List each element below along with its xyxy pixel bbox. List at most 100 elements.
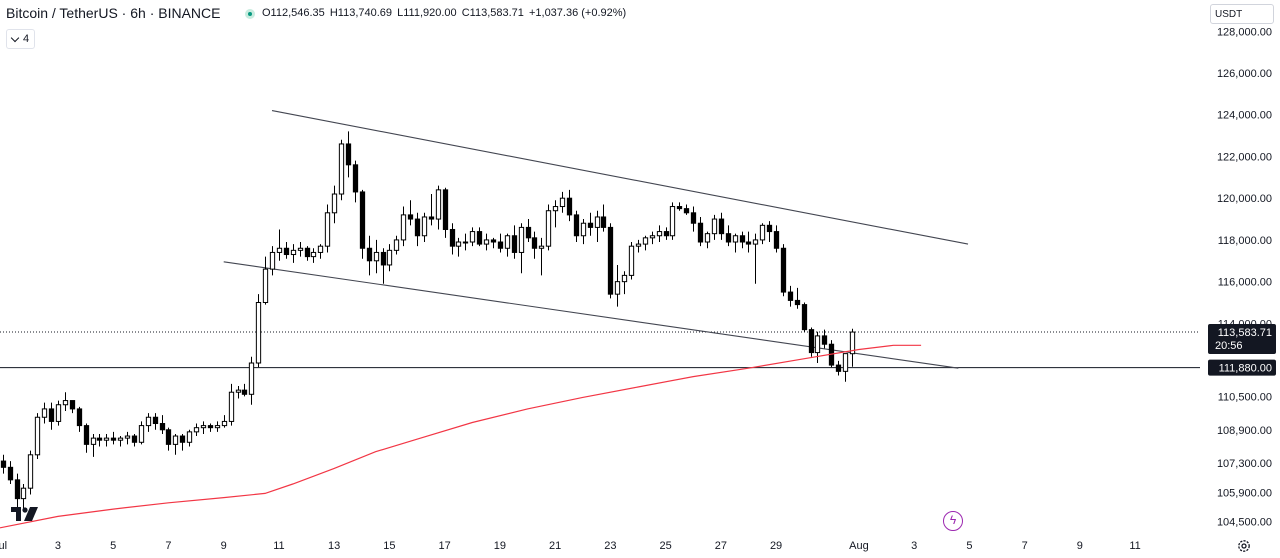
candle xyxy=(580,219,587,245)
candle xyxy=(407,200,414,226)
ohlc-high: H113,740.69 xyxy=(329,7,393,19)
candle xyxy=(787,285,794,307)
candle xyxy=(704,231,711,249)
candle xyxy=(90,433,97,457)
candle-body xyxy=(497,241,504,249)
candle xyxy=(110,431,117,445)
candle-body xyxy=(7,466,14,481)
candle xyxy=(656,225,663,243)
candle xyxy=(138,421,145,445)
y-tick-label: 120,000.00 xyxy=(1217,193,1272,205)
candle xyxy=(96,433,103,447)
candle xyxy=(324,204,331,253)
time-axis[interactable]: ul 3 5 7 9 11 13 15 17 19 21 23 25 27 29 Aug 3 5 7 9 11 xyxy=(0,540,1141,552)
candle xyxy=(663,227,670,240)
x-tick-label: 9 xyxy=(221,540,227,552)
candle-body xyxy=(808,329,815,354)
candle-body xyxy=(276,247,283,253)
candle xyxy=(200,421,207,434)
candle xyxy=(214,421,221,432)
candle-body xyxy=(117,437,124,441)
candle xyxy=(711,214,718,240)
trendlines[interactable] xyxy=(223,110,969,369)
candle-body xyxy=(207,425,214,429)
y-tick-label: 126,000.00 xyxy=(1217,68,1272,80)
candle-body xyxy=(801,304,808,331)
candle-body xyxy=(145,416,152,427)
candle xyxy=(435,185,442,230)
candle-body xyxy=(642,237,649,245)
candle xyxy=(600,204,607,232)
candle-body xyxy=(41,408,48,418)
candle xyxy=(41,402,48,424)
candle xyxy=(842,353,849,382)
candle xyxy=(821,329,828,349)
candle-body xyxy=(179,435,186,443)
tradingview-logo-icon[interactable] xyxy=(10,505,40,523)
candle-body xyxy=(566,197,573,216)
candle xyxy=(621,271,628,295)
candle-body xyxy=(511,235,518,253)
candle xyxy=(117,436,124,447)
y-tick-label: 124,000.00 xyxy=(1217,110,1272,122)
candle-body xyxy=(331,193,338,214)
candle xyxy=(455,237,462,257)
candle-body xyxy=(96,437,103,441)
symbol-title[interactable]: Bitcoin / TetherUS · 6h · BINANCE xyxy=(6,5,221,21)
candle xyxy=(794,287,801,309)
y-tick-label: 122,000.00 xyxy=(1217,151,1272,163)
x-tick-label: ul xyxy=(0,540,7,552)
gear-icon[interactable] xyxy=(1236,538,1252,554)
candle-body xyxy=(159,423,166,431)
candle-body xyxy=(504,235,511,249)
candle-body xyxy=(739,235,746,243)
y-tick-label: 104,500.00 xyxy=(1217,517,1272,529)
lightning-icon[interactable]: ϟ xyxy=(943,511,963,531)
candle-body xyxy=(676,206,683,210)
candle-body xyxy=(442,189,449,230)
candle xyxy=(55,400,62,426)
bar-countdown-label: 20:56 xyxy=(1215,340,1243,352)
candle-body xyxy=(269,251,276,270)
candle xyxy=(290,244,297,263)
candle-body xyxy=(152,416,159,425)
candle-body xyxy=(587,222,594,228)
y-tick-label: 107,300.00 xyxy=(1217,458,1272,470)
x-tick-label: 11 xyxy=(273,540,284,552)
candle-body xyxy=(552,206,559,212)
candle-body xyxy=(849,331,856,355)
candle xyxy=(172,433,179,455)
candle-body xyxy=(531,237,538,249)
candle-body xyxy=(821,335,828,345)
candle xyxy=(414,212,421,247)
ohlc-readout: O112,546.35 H113,740.69 L111,920.00 C113… xyxy=(262,7,626,19)
currency-selector[interactable]: USDT xyxy=(1210,4,1274,24)
candle-body xyxy=(34,416,41,456)
candle xyxy=(269,246,276,276)
indicators-toggle-button[interactable]: 4 xyxy=(6,29,36,49)
candle xyxy=(428,194,435,226)
candle xyxy=(518,223,525,274)
trendline-2[interactable] xyxy=(223,261,959,369)
candle-body xyxy=(752,239,759,245)
candle-body xyxy=(621,274,628,283)
candle-body xyxy=(594,216,601,228)
candle xyxy=(193,423,200,437)
ohlc-change: +1,037.36 (+0.92%) xyxy=(528,7,627,19)
y-tick-label: 116,000.00 xyxy=(1218,277,1272,289)
candle xyxy=(131,433,138,447)
candle xyxy=(697,216,704,247)
price-axis[interactable]: 128,000.00 126,000.00 124,000.00 122,000.00… xyxy=(1217,26,1272,528)
candle xyxy=(511,225,518,259)
candle-body xyxy=(704,233,711,243)
trendline-1[interactable] xyxy=(271,110,969,245)
candle xyxy=(690,206,697,232)
x-tick-label: 3 xyxy=(911,540,917,552)
candle-body xyxy=(110,437,117,441)
horizontal-line-label: 111,880.00 xyxy=(1219,363,1272,375)
x-tick-label: 25 xyxy=(659,540,671,552)
candle-body xyxy=(580,222,587,237)
candle-body xyxy=(138,425,145,443)
